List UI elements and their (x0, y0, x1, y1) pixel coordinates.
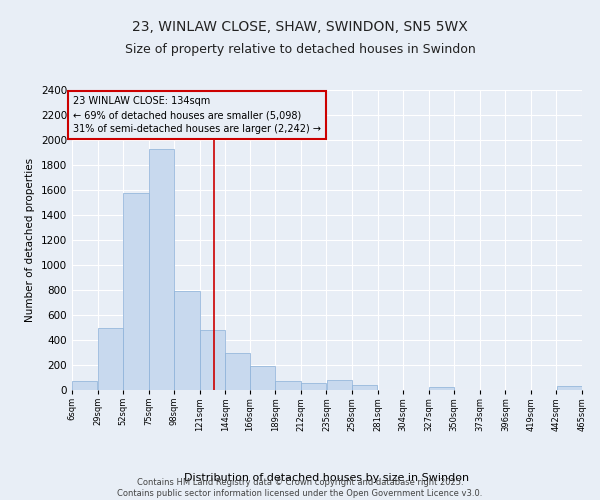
Text: Contains HM Land Registry data © Crown copyright and database right 2025.
Contai: Contains HM Land Registry data © Crown c… (118, 478, 482, 498)
Bar (226, 352, 250, 390)
Text: 23, WINLAW CLOSE, SHAW, SWINDON, SN5 5WX: 23, WINLAW CLOSE, SHAW, SWINDON, SN5 5WX (132, 20, 468, 34)
Bar (123, 192, 149, 390)
Bar (175, 291, 200, 390)
X-axis label: Distribution of detached houses by size in Swindon: Distribution of detached houses by size … (184, 472, 470, 482)
Bar (250, 366, 275, 390)
Bar (301, 383, 326, 390)
Bar (98, 328, 123, 390)
Bar (429, 387, 454, 390)
Bar (326, 380, 352, 390)
Bar (72, 380, 97, 390)
Bar (352, 385, 377, 390)
Bar (275, 380, 301, 390)
Text: Size of property relative to detached houses in Swindon: Size of property relative to detached ho… (125, 42, 475, 56)
Bar (557, 386, 582, 390)
Y-axis label: Number of detached properties: Number of detached properties (25, 158, 35, 322)
Text: 23 WINLAW CLOSE: 134sqm
← 69% of detached houses are smaller (5,098)
31% of semi: 23 WINLAW CLOSE: 134sqm ← 69% of detache… (73, 96, 321, 134)
Bar (149, 149, 174, 390)
Bar (200, 330, 225, 390)
